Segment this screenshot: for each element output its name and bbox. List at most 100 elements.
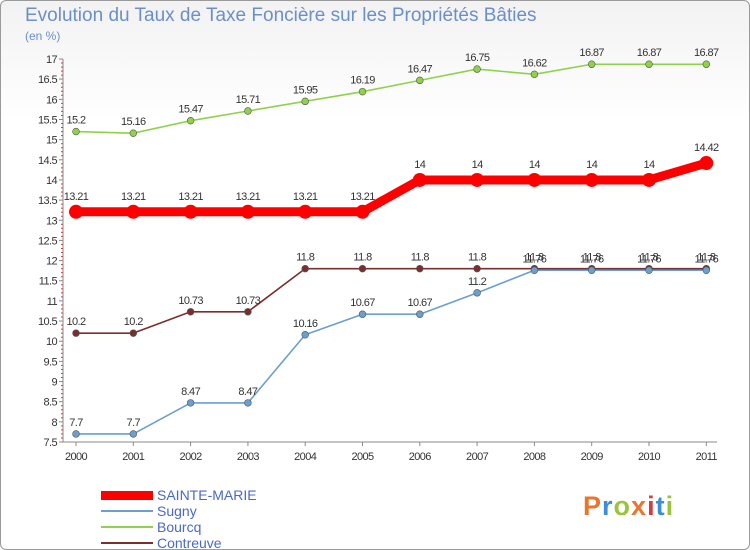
data-label: 11.76 [580, 253, 604, 265]
data-label: 8.47 [238, 386, 257, 398]
data-point [530, 266, 539, 274]
data-label: 13.21 [350, 191, 375, 203]
data-label: 11.8 [583, 252, 602, 264]
data-label: 14 [414, 159, 426, 171]
data-point [186, 116, 195, 125]
y-tick-label: 15.5 [38, 114, 57, 126]
x-tick-label: 2009 [581, 451, 604, 463]
y-tick-label: 9 [51, 377, 57, 389]
data-point [584, 172, 599, 187]
data-point [702, 266, 710, 274]
data-label: 16.87 [694, 47, 719, 59]
data-label: 10.73 [178, 295, 203, 307]
data-point [358, 87, 367, 96]
y-tick-label: 12.5 [38, 235, 57, 247]
data-label: 11.76 [523, 253, 547, 265]
data-point [129, 129, 138, 137]
data-label: 14.42 [694, 142, 719, 154]
data-label: 16.87 [637, 47, 662, 59]
data-label: 10.67 [408, 297, 433, 309]
data-label: 15.16 [121, 116, 146, 128]
series-line-sainte-marie [71, 158, 711, 217]
data-point [186, 308, 195, 316]
y-tick-label: 16.5 [38, 74, 57, 86]
data-label: 13.21 [236, 191, 261, 203]
y-tick-label: 14 [46, 175, 58, 187]
data-point [72, 430, 80, 438]
data-point [240, 204, 255, 219]
x-tick-label: 2008 [523, 451, 546, 463]
data-label: 10.73 [236, 295, 261, 307]
data-point [416, 76, 424, 85]
x-tick-label: 2004 [294, 451, 317, 463]
data-label: 10.2 [66, 316, 85, 328]
data-label: 16.75 [465, 52, 490, 64]
legend-label: Contreuve [157, 535, 222, 550]
y-tick-label: 10.5 [38, 316, 57, 328]
data-label: 15.71 [236, 94, 261, 106]
data-point [416, 264, 424, 273]
x-tick-label: 2002 [180, 451, 203, 463]
data-label: 13.21 [121, 191, 146, 203]
y-tick-label: 10 [46, 336, 58, 348]
legend-swatch [101, 490, 153, 500]
data-label: 15.47 [178, 104, 203, 116]
legend-label: Sugny [157, 503, 197, 519]
x-tick-label: 2000 [65, 451, 88, 463]
data-point [416, 310, 424, 318]
data-label: 10.16 [293, 318, 318, 330]
proxiti-logo: Proxiti [583, 491, 674, 522]
data-label: 10.67 [350, 297, 375, 309]
data-point [530, 70, 539, 79]
data-label: 14 [643, 159, 655, 171]
logo-letter: t [655, 491, 666, 521]
y-tick-label: 15 [46, 135, 58, 147]
data-label: 14 [472, 159, 484, 171]
y-tick-label: 12 [46, 256, 58, 268]
data-label: 11.8 [296, 252, 315, 264]
y-tick-label: 16 [46, 94, 58, 106]
data-point [244, 107, 252, 115]
data-label: 13.21 [293, 191, 318, 203]
data-label: 14 [529, 159, 541, 171]
data-point [412, 172, 427, 187]
data-point [298, 204, 313, 219]
data-point [587, 266, 596, 274]
y-tick-label: 17 [46, 54, 58, 66]
logo-letter: o [613, 491, 632, 521]
legend-item: Bourcq [101, 519, 257, 535]
data-label: 16.19 [350, 75, 375, 87]
data-point [301, 264, 309, 273]
legend-swatch [101, 510, 153, 512]
y-tick-label: 8 [51, 417, 57, 429]
data-label: 7.7 [69, 417, 83, 429]
y-tick-label: 7.5 [44, 437, 58, 449]
y-tick-label: 13.5 [38, 195, 57, 207]
data-point [699, 156, 714, 171]
legend-swatch [101, 542, 153, 544]
logo-letter: x [631, 491, 648, 521]
chart-legend: SAINTE-MARIE Sugny Bourcq Contreuve [101, 487, 257, 550]
logo-letter: i [665, 491, 675, 521]
y-tick-label: 9.5 [44, 356, 58, 368]
data-point [587, 60, 596, 68]
data-label: 10.2 [124, 316, 143, 328]
data-label: 11.8 [640, 252, 659, 264]
data-label: 15.2 [66, 115, 85, 127]
data-point [244, 399, 252, 407]
data-point [183, 204, 198, 219]
x-tick-label: 2011 [696, 451, 718, 463]
data-label: 11.8 [353, 252, 372, 264]
x-tick-label: 2001 [122, 451, 145, 463]
data-point [473, 65, 481, 73]
data-point [642, 172, 656, 187]
data-label: 11.2 [468, 276, 487, 288]
data-point [72, 127, 80, 136]
legend-item: Contreuve [101, 535, 257, 550]
x-tick-label: 2005 [351, 451, 374, 463]
y-tick-label: 13 [46, 215, 58, 227]
series-line-sugny [75, 269, 708, 435]
y-tick-label: 11.5 [39, 276, 58, 288]
data-label: 7.7 [127, 417, 141, 429]
x-tick-label: 2006 [409, 451, 432, 463]
